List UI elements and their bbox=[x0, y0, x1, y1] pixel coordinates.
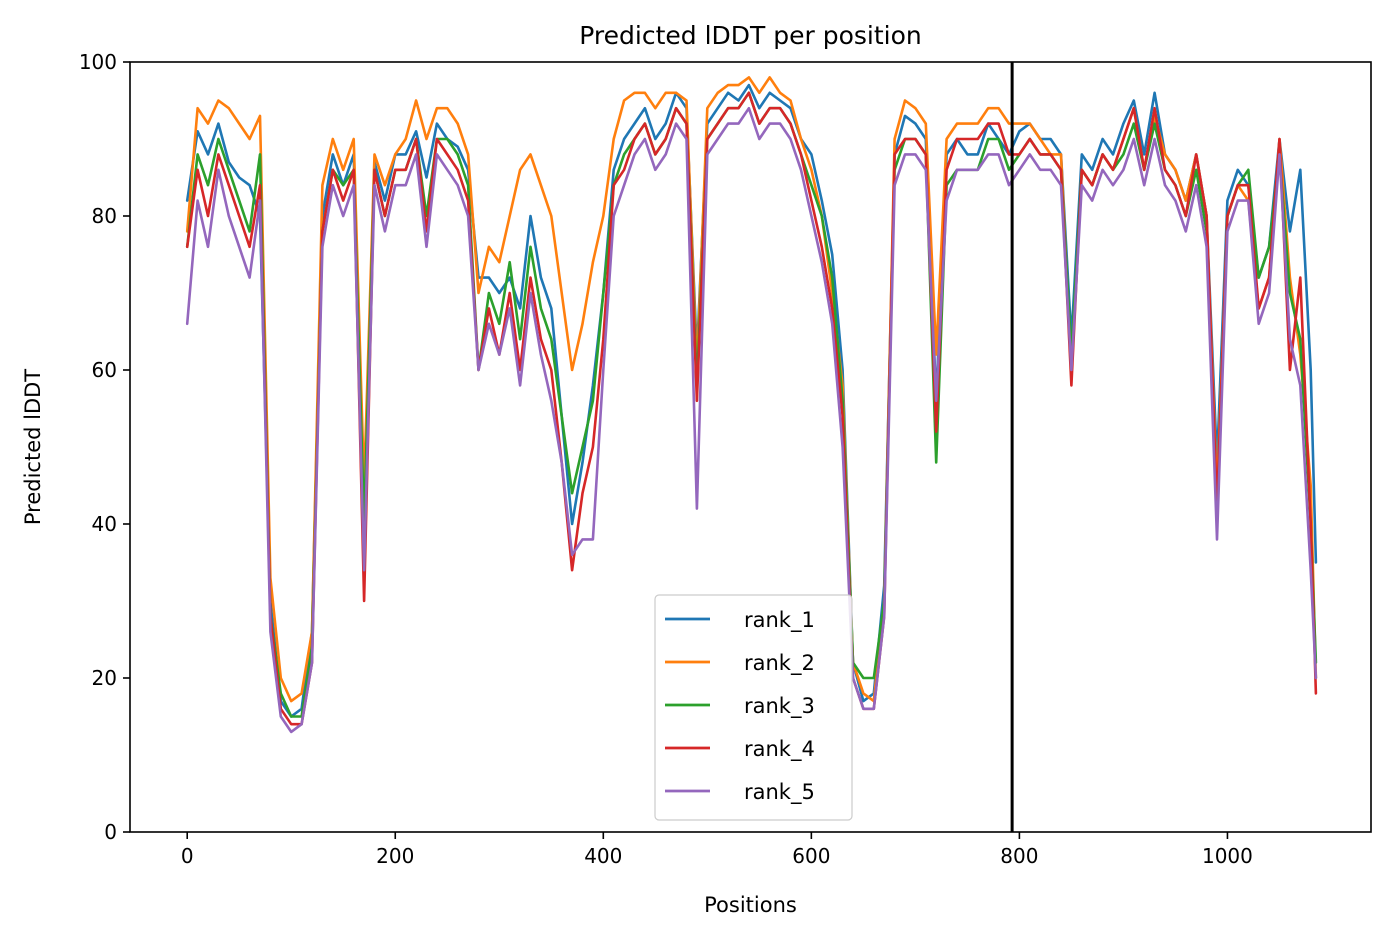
x-axis-label: Positions bbox=[704, 893, 797, 917]
series-line-rank-5 bbox=[185, 106, 1318, 734]
x-tick-label: 400 bbox=[584, 844, 622, 868]
y-axis: 0 20 40 60 80 100 bbox=[79, 50, 130, 844]
plot-frame bbox=[129, 61, 1372, 833]
legend-label: rank_4 bbox=[744, 737, 815, 762]
x-axis: 0 200 400 600 800 1000 bbox=[181, 832, 1253, 868]
legend-label: rank_3 bbox=[744, 694, 815, 719]
y-tick-label: 100 bbox=[79, 50, 117, 74]
x-tick-label: 600 bbox=[792, 844, 830, 868]
legend-label: rank_2 bbox=[744, 651, 815, 676]
y-axis-label: Predicted lDDT bbox=[21, 369, 45, 525]
x-tick-label: 0 bbox=[181, 844, 194, 868]
x-tick-label: 800 bbox=[1000, 844, 1038, 868]
y-tick-label: 40 bbox=[92, 512, 117, 536]
legend-label: rank_1 bbox=[744, 608, 815, 633]
legend-label: rank_5 bbox=[744, 780, 815, 805]
series-layer bbox=[185, 76, 1318, 734]
x-tick-label: 1000 bbox=[1202, 844, 1253, 868]
x-tick-label: 200 bbox=[376, 844, 414, 868]
y-tick-label: 80 bbox=[92, 204, 117, 228]
y-tick-label: 20 bbox=[92, 666, 117, 690]
legend: rank_1 rank_2 rank_3 rank_4 rank_5 bbox=[654, 594, 853, 821]
y-tick-label: 60 bbox=[92, 358, 117, 382]
legend-box bbox=[654, 594, 853, 821]
series-line-rank-4 bbox=[185, 91, 1318, 726]
chart-title: Predicted lDDT per position bbox=[579, 21, 921, 50]
series-line-rank-1 bbox=[185, 83, 1318, 718]
y-tick-label: 0 bbox=[104, 820, 117, 844]
